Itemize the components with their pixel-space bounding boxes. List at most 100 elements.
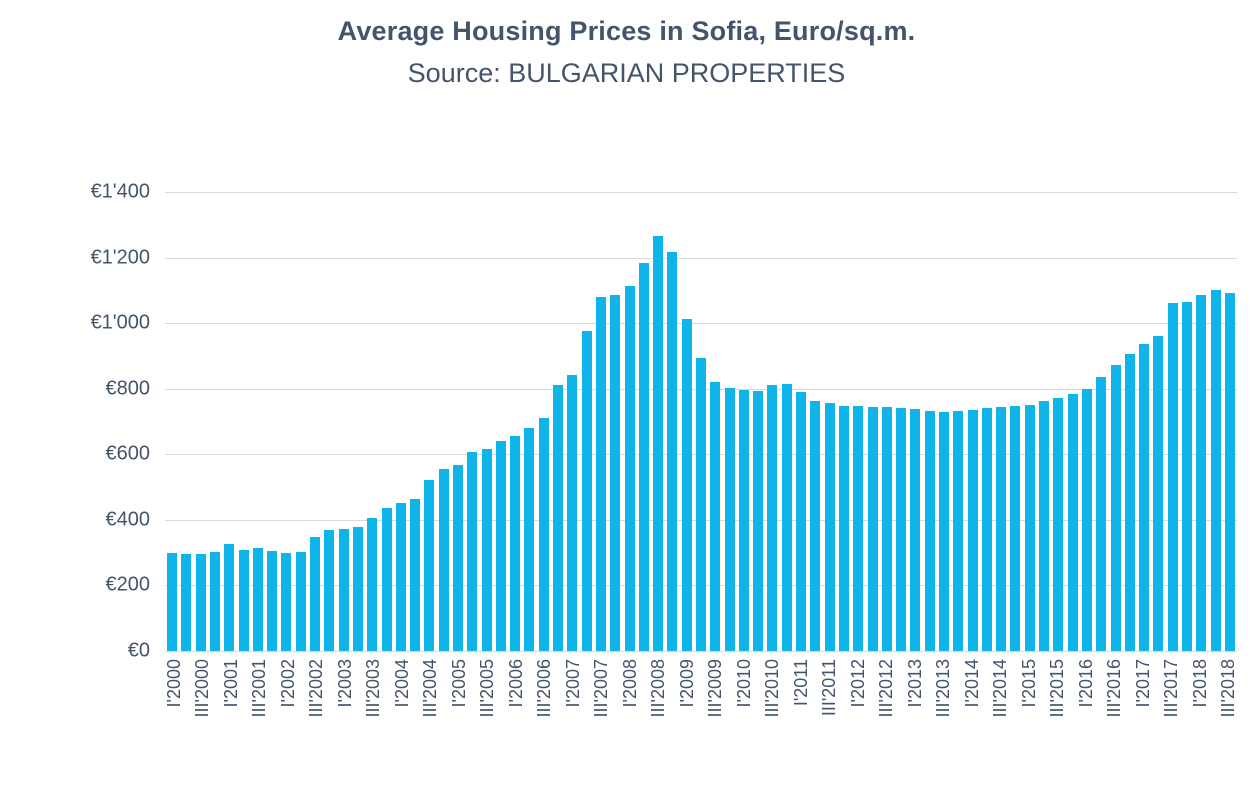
x-tick-label: III'2015 xyxy=(1047,659,1068,718)
bar-II'2009 xyxy=(695,357,706,651)
y-tick-label: €1'200 xyxy=(90,246,150,269)
bar-IV'2007 xyxy=(610,294,621,651)
bar-I'2018 xyxy=(1196,294,1207,651)
x-tick-label: III'2012 xyxy=(876,659,897,718)
bar-cell xyxy=(1180,192,1194,651)
x-tick-label: I'2016 xyxy=(1075,659,1096,708)
x-tick-label: III'2018 xyxy=(1217,659,1238,718)
bar-cell xyxy=(737,192,751,651)
bar-cell xyxy=(865,192,879,651)
gridline xyxy=(165,323,1237,324)
chart-subtitle: Source: BULGARIAN PROPERTIES xyxy=(407,58,846,88)
x-tick-cell: III'2005 xyxy=(477,659,498,759)
x-tick-label: I'2011 xyxy=(790,659,811,707)
bar-II'2007 xyxy=(581,331,592,651)
bar-I'2007 xyxy=(567,374,578,651)
bar-cell xyxy=(351,192,365,651)
bar-cell xyxy=(1037,192,1051,651)
bar-II'2002 xyxy=(295,552,306,651)
bar-cell xyxy=(837,192,851,651)
bar-cell xyxy=(1223,192,1237,651)
bar-cell xyxy=(194,192,208,651)
gridline xyxy=(165,258,1237,259)
bar-II'2016 xyxy=(1096,376,1107,651)
bar-cell xyxy=(751,192,765,651)
x-tick-cell: I'2001 xyxy=(221,659,241,759)
bar-cell xyxy=(294,192,308,651)
bar-cell xyxy=(379,192,393,651)
bar-III'2011 xyxy=(824,403,835,651)
bar-I'2014 xyxy=(967,409,978,651)
x-tick-label: III'2013 xyxy=(933,659,954,718)
bar-III'2012 xyxy=(881,406,892,651)
x-tick-cell xyxy=(1066,659,1076,759)
bar-IV'2002 xyxy=(324,530,335,651)
x-tick-cell: I'2002 xyxy=(277,659,298,759)
bar-III'2008 xyxy=(653,235,664,651)
bar-cell xyxy=(279,192,293,651)
bar-cell xyxy=(208,192,222,651)
x-tick-label: I'2000 xyxy=(164,659,184,708)
x-tick-cell: I'2014 xyxy=(962,659,982,759)
x-tick-cell: I'2000 xyxy=(164,659,184,759)
bar-cell xyxy=(908,192,922,651)
x-tick-cell: I'2006 xyxy=(506,659,526,759)
bar-IV'2012 xyxy=(896,407,907,651)
x-tick-label: I'2010 xyxy=(733,659,754,708)
bar-I'2003 xyxy=(338,529,349,651)
bar-I'2006 xyxy=(510,435,521,651)
bar-III'2004 xyxy=(424,480,435,651)
x-tick-cell: III'2007 xyxy=(591,659,611,759)
bar-cell xyxy=(1123,192,1137,651)
bar-cell xyxy=(265,192,279,651)
bar-I'2010 xyxy=(738,389,749,651)
x-tick-cell: III'2003 xyxy=(363,659,383,759)
bar-cell xyxy=(923,192,937,651)
bar-cell xyxy=(551,192,565,651)
x-tick-label: I'2004 xyxy=(391,659,412,708)
x-tick-cell: III'2002 xyxy=(306,659,326,759)
bar-cell xyxy=(165,192,179,651)
bar-IV'2008 xyxy=(667,252,678,651)
x-tick-cell: I'2007 xyxy=(562,659,583,759)
bar-III'2002 xyxy=(310,536,321,651)
bar-III'2016 xyxy=(1110,365,1121,651)
x-tick-label: III'2004 xyxy=(420,659,441,718)
bar-II'2010 xyxy=(753,390,764,651)
x-tick-label: III'2005 xyxy=(477,659,498,718)
bar-III'2001 xyxy=(252,548,263,651)
x-tick-label: I'2018 xyxy=(1189,659,1210,708)
bar-III'2007 xyxy=(595,296,606,651)
x-tick-cell: I'2011 xyxy=(790,659,811,759)
x-tick-cell: III'2009 xyxy=(705,659,726,759)
y-tick-label: €800 xyxy=(105,377,151,400)
y-tick-label: €1'400 xyxy=(90,180,150,203)
bar-cell xyxy=(980,192,994,651)
bar-I'2015 xyxy=(1024,404,1035,651)
bar-IV'2010 xyxy=(781,383,792,651)
bar-III'2006 xyxy=(538,417,549,651)
bar-IV'2009 xyxy=(724,388,735,651)
x-tick-label: III'2016 xyxy=(1104,659,1125,718)
x-tick-label: I'2008 xyxy=(619,659,640,708)
bar-cell xyxy=(508,192,522,651)
bar-cell xyxy=(1194,192,1208,651)
bar-cell xyxy=(994,192,1008,651)
bar-IV'2003 xyxy=(381,507,392,651)
bar-II'2003 xyxy=(352,527,363,651)
bar-III'2015 xyxy=(1053,397,1064,651)
x-tick-label: III'2009 xyxy=(705,659,726,718)
plot-area xyxy=(165,192,1237,652)
gridline xyxy=(165,651,1237,652)
bar-cell xyxy=(522,192,536,651)
x-tick-cell: I'2004 xyxy=(391,659,412,759)
bar-II'2001 xyxy=(238,550,249,651)
bar-cell xyxy=(665,192,679,651)
bar-cell xyxy=(337,192,351,651)
x-tick-label: I'2007 xyxy=(562,659,583,708)
x-tick-label: I'2002 xyxy=(277,659,298,708)
bar-cell xyxy=(408,192,422,651)
bar-I'2008 xyxy=(624,286,635,651)
x-tick-cell: I'2013 xyxy=(905,659,925,759)
